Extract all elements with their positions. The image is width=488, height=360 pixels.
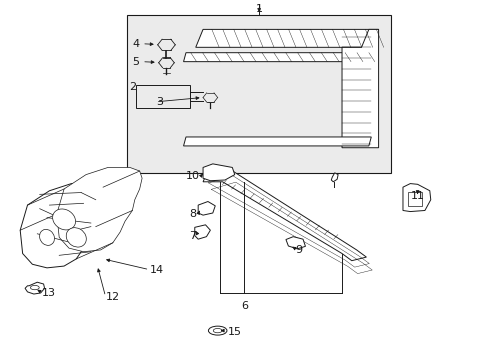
Text: 9: 9 [295, 245, 302, 255]
Ellipse shape [53, 209, 75, 230]
Text: 3: 3 [156, 97, 163, 107]
Text: 7: 7 [189, 231, 196, 240]
Text: 6: 6 [241, 301, 247, 311]
Polygon shape [203, 164, 234, 181]
Polygon shape [198, 202, 215, 215]
Polygon shape [195, 30, 378, 47]
Text: 1: 1 [255, 4, 262, 14]
Polygon shape [402, 184, 430, 212]
Polygon shape [341, 30, 378, 148]
Polygon shape [203, 169, 366, 261]
Ellipse shape [66, 228, 86, 247]
Text: 4: 4 [132, 39, 140, 49]
Bar [136, 85, 189, 108]
Text: 8: 8 [189, 209, 196, 219]
Text: 10: 10 [185, 171, 199, 181]
Text: 13: 13 [42, 288, 56, 298]
Ellipse shape [40, 229, 54, 246]
Text: 15: 15 [227, 327, 241, 337]
Polygon shape [25, 282, 44, 294]
Ellipse shape [30, 285, 39, 290]
Polygon shape [330, 173, 337, 182]
Text: 12: 12 [105, 292, 120, 302]
Polygon shape [194, 225, 210, 239]
Bar [407, 192, 422, 206]
Text: 11: 11 [410, 191, 424, 201]
Polygon shape [20, 184, 105, 268]
Text: 5: 5 [132, 57, 140, 67]
Bar [127, 15, 390, 173]
Text: 14: 14 [149, 265, 163, 275]
Polygon shape [285, 237, 305, 249]
Polygon shape [183, 53, 370, 62]
Text: 2: 2 [129, 82, 136, 92]
Polygon shape [57, 167, 142, 252]
Ellipse shape [208, 326, 226, 335]
Ellipse shape [213, 328, 222, 333]
Polygon shape [183, 137, 370, 146]
